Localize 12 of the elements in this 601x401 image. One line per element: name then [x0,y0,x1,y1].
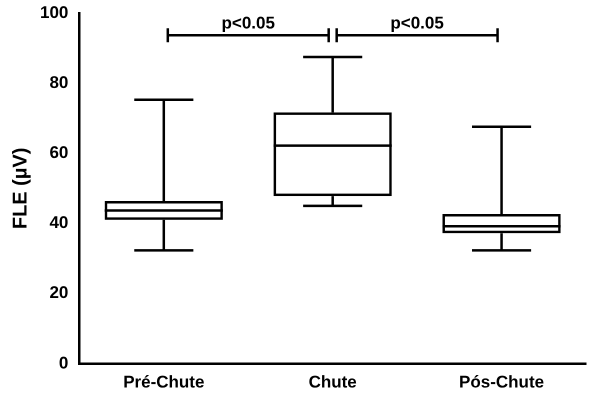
x-tick-label: Pré-Chute [123,372,204,392]
x-tick-label: Chute [308,372,357,392]
y-tick-label: 60 [49,143,68,162]
y-tick-label: 20 [49,283,68,302]
y-tick-label: 80 [49,72,68,92]
y-tick-label: 0 [58,353,68,372]
x-tick-label: Pós-Chute [459,372,544,392]
annotation: p<0.05 [390,13,444,32]
y-axis-title: FLE (µV) [10,148,32,230]
y-tick-label: 100 [40,2,68,22]
annotation: p<0.05 [222,13,275,32]
y-tick-label: 40 [49,213,68,232]
